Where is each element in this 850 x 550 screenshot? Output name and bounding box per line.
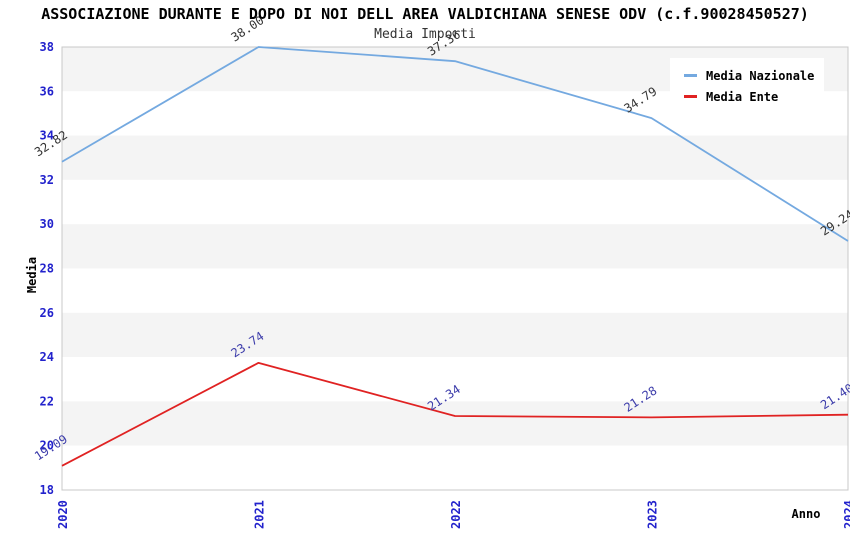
- series-line-media-ente: [61, 361, 849, 467]
- plot-band: [62, 445, 848, 490]
- y-tick-label: 28: [40, 262, 54, 276]
- x-tick-label: 2021: [253, 500, 267, 529]
- y-tick-label: 18: [40, 483, 54, 497]
- y-tick-label: 30: [40, 217, 54, 231]
- y-tick-label: 24: [40, 350, 54, 364]
- plot-band: [62, 135, 848, 180]
- plot-band: [62, 312, 848, 358]
- y-axis-title: Media: [25, 257, 39, 293]
- y-tick-label: 20: [40, 439, 54, 453]
- blue-line-swatch-icon: [684, 74, 697, 77]
- plot-band: [62, 224, 848, 269]
- legend: Media Nazionale Media Ente: [670, 58, 825, 116]
- y-tick-label: 34: [40, 129, 54, 143]
- x-tick-label: 2022: [449, 500, 463, 529]
- y-tick-label: 22: [40, 394, 54, 408]
- y-tick-label: 32: [40, 173, 54, 187]
- plot-band: [62, 357, 848, 402]
- y-tick-label: 38: [40, 40, 54, 54]
- x-axis-title: Anno: [792, 507, 821, 521]
- series-line-media-nazionale: [61, 46, 849, 242]
- plot-band: [62, 268, 848, 313]
- x-tick-label: 2024: [842, 500, 850, 529]
- legend-label-media-nazionale: Media Nazionale: [706, 69, 815, 83]
- plot-band: [62, 179, 848, 225]
- chart-title: ASSOCIAZIONE DURANTE E DOPO DI NOI DELL …: [41, 5, 809, 23]
- x-tick-label: 2023: [646, 500, 660, 529]
- legend-item-media-nazionale: Media Nazionale: [684, 66, 814, 87]
- chart-subtitle: Media Importi: [374, 27, 476, 42]
- plot-border: [61, 46, 849, 491]
- legend-item-media-ente: Media Ente: [684, 87, 814, 108]
- legend-label-media-ente: Media Ente: [706, 90, 779, 104]
- x-tick-label: 2020: [56, 500, 70, 529]
- plot-band: [62, 401, 848, 446]
- red-line-swatch-icon: [684, 95, 697, 98]
- y-tick-label: 26: [40, 306, 54, 320]
- y-tick-label: 36: [40, 84, 54, 98]
